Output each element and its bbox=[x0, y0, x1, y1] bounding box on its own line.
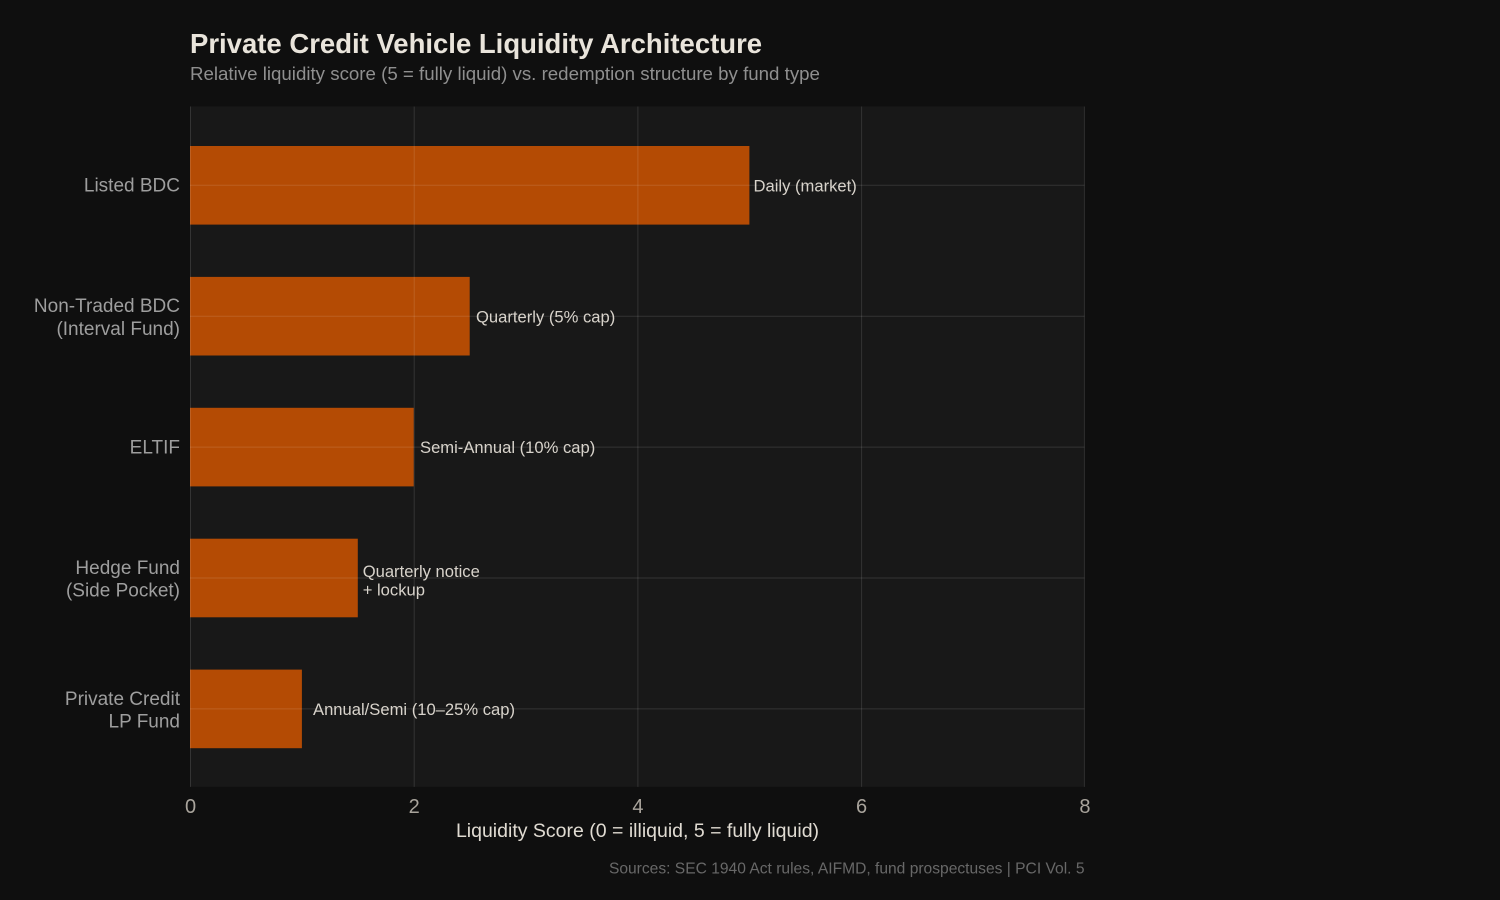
svg-text:8: 8 bbox=[1079, 796, 1090, 818]
svg-text:0: 0 bbox=[185, 796, 196, 818]
svg-text:Quarterly notice: Quarterly notice bbox=[363, 562, 480, 581]
svg-text:Liquidity Score (0 = illiquid,: Liquidity Score (0 = illiquid, 5 = fully… bbox=[456, 820, 819, 842]
svg-text:LP Fund: LP Fund bbox=[109, 712, 180, 733]
svg-text:2: 2 bbox=[409, 796, 420, 818]
svg-text:Semi-Annual (10% cap): Semi-Annual (10% cap) bbox=[420, 438, 595, 457]
svg-text:Daily (market): Daily (market) bbox=[754, 176, 857, 195]
svg-text:(Side Pocket): (Side Pocket) bbox=[66, 581, 180, 602]
svg-text:(Interval Fund): (Interval Fund) bbox=[56, 319, 180, 340]
svg-text:Private Credit Vehicle Liquidi: Private Credit Vehicle Liquidity Archite… bbox=[190, 28, 762, 59]
svg-text:Hedge Fund: Hedge Fund bbox=[75, 558, 180, 579]
svg-text:6: 6 bbox=[856, 796, 867, 818]
svg-text:Sources: SEC 1940 Act rules, A: Sources: SEC 1940 Act rules, AIFMD, fund… bbox=[609, 861, 1085, 878]
svg-text:Relative liquidity score (5 =: Relative liquidity score (5 = fully liqu… bbox=[190, 63, 820, 84]
svg-text:Private Credit: Private Credit bbox=[65, 689, 181, 710]
svg-text:4: 4 bbox=[632, 796, 643, 818]
svg-text:Listed BDC: Listed BDC bbox=[84, 176, 180, 197]
svg-text:Annual/Semi (10–25% cap): Annual/Semi (10–25% cap) bbox=[313, 700, 515, 719]
svg-text:Quarterly (5% cap): Quarterly (5% cap) bbox=[476, 307, 615, 326]
svg-text:Non-Traded BDC: Non-Traded BDC bbox=[34, 296, 180, 317]
svg-text:ELTIF: ELTIF bbox=[130, 437, 180, 458]
svg-text:+ lockup: + lockup bbox=[363, 580, 425, 599]
